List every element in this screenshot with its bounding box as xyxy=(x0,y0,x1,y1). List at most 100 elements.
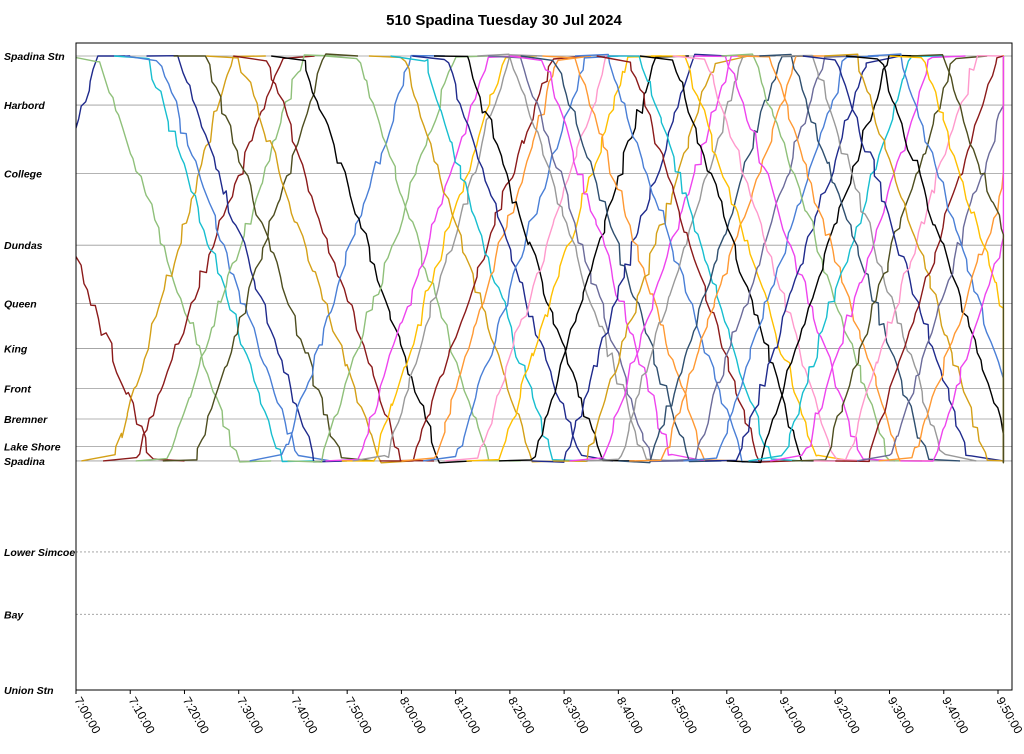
trip-trace xyxy=(173,55,375,462)
trip-trace xyxy=(672,55,868,462)
trip-trace xyxy=(509,55,706,462)
x-tick-label: 7:10:00 xyxy=(126,695,158,737)
x-tick-label: 7:00:00 xyxy=(71,695,103,737)
trip-trace xyxy=(607,55,803,462)
stop-label: Harbord xyxy=(4,100,45,112)
x-tick-label: 9:20:00 xyxy=(831,695,863,737)
trip-trace xyxy=(683,55,879,462)
stop-label: Union Stn xyxy=(4,685,54,697)
stop-label: College xyxy=(4,169,42,181)
x-tick-label: 9:10:00 xyxy=(776,695,808,737)
stop-label: Dundas xyxy=(4,240,43,252)
trip-trace xyxy=(531,53,727,463)
gridlines xyxy=(76,55,1012,615)
trip-trace xyxy=(325,55,521,462)
trip-trace xyxy=(498,55,689,462)
x-tick-label: 7:30:00 xyxy=(234,695,266,737)
x-tick-label: 8:30:00 xyxy=(560,695,592,737)
trip-trace xyxy=(412,55,614,462)
stop-label: Spadina xyxy=(4,456,45,468)
x-tick-label: 8:50:00 xyxy=(668,695,700,737)
x-tick-label: 7:40:00 xyxy=(288,695,320,737)
trip-trace xyxy=(444,54,641,462)
trip-trace xyxy=(661,55,858,462)
trip-trace xyxy=(146,55,348,463)
trip-trace xyxy=(287,55,489,463)
trip-trace xyxy=(233,55,435,462)
trip-trace xyxy=(368,55,565,463)
chart-title: 510 Spadina Tuesday 30 Jul 2024 xyxy=(386,12,622,29)
trip-trace xyxy=(249,54,445,462)
trip-trace xyxy=(737,55,933,462)
trip-trace xyxy=(639,55,836,462)
trip-trace xyxy=(423,55,619,462)
stop-label: Front xyxy=(4,383,31,395)
stop-label: Queen xyxy=(4,298,37,310)
trip-trace xyxy=(824,53,1004,462)
trip-trace xyxy=(553,55,749,462)
trip-trace xyxy=(759,53,961,462)
trip-trace xyxy=(802,55,1004,462)
stop-label: Bremner xyxy=(4,414,48,426)
stop-label: Spadina Stn xyxy=(4,51,65,63)
trip-trace xyxy=(813,55,1004,462)
stop-label: Lower Simcoe xyxy=(4,547,75,559)
trip-trace xyxy=(352,54,543,462)
trip-trace xyxy=(791,55,988,462)
trip-trace xyxy=(542,55,738,462)
trip-trace xyxy=(629,55,830,462)
trip-trace xyxy=(748,55,944,462)
x-tick-label: 7:50:00 xyxy=(343,695,375,737)
trip-trace xyxy=(721,53,923,462)
trip-trace xyxy=(835,55,1004,463)
trip-trace xyxy=(466,55,662,462)
trip-trace xyxy=(477,53,679,462)
time-axis-labels: 7:00:00 7:10:00 7:20:00 7:30:00 7:40:00 7:50:… xyxy=(71,690,1024,736)
trip-trace xyxy=(135,54,337,462)
trip-trace xyxy=(520,55,722,463)
trip-trace xyxy=(162,53,359,462)
trip-trace xyxy=(574,53,776,463)
x-tick-label: 9:50:00 xyxy=(993,695,1024,737)
trip-trace xyxy=(900,56,1005,462)
trip-trace xyxy=(694,55,896,462)
trip-trace xyxy=(401,55,592,462)
x-tick-label: 9:00:00 xyxy=(722,695,754,737)
trip-trace xyxy=(650,55,852,462)
plot-frame xyxy=(75,42,1013,691)
trip-trace xyxy=(596,55,792,463)
trip-trace xyxy=(856,56,1005,462)
x-tick-label: 8:20:00 xyxy=(505,695,537,737)
trip-trace xyxy=(271,55,472,464)
trip-trace xyxy=(781,54,977,462)
trip-trace xyxy=(889,55,1005,461)
trip-trace xyxy=(325,55,521,462)
trip-trace xyxy=(770,55,966,462)
trip-trace xyxy=(726,54,923,464)
trip-trace xyxy=(846,55,1005,463)
trip-trace xyxy=(103,55,315,462)
trip-trace xyxy=(705,55,901,462)
trip-trace xyxy=(379,55,586,462)
stop-labels: Spadina Stn Harbord College Dundas Queen King… xyxy=(4,51,75,697)
trip-trace xyxy=(81,55,266,462)
trip-trace xyxy=(113,55,315,463)
trip-traces xyxy=(76,53,1005,464)
x-tick-label: 8:40:00 xyxy=(614,695,646,737)
trip-trace xyxy=(206,55,413,464)
x-tick-label: 9:30:00 xyxy=(885,695,917,737)
stop-label: King xyxy=(4,343,28,355)
trip-trace xyxy=(911,54,1005,464)
x-tick-label: 8:00:00 xyxy=(397,695,429,737)
x-tick-label: 9:40:00 xyxy=(939,695,971,737)
trip-trace xyxy=(433,55,635,462)
x-tick-label: 7:20:00 xyxy=(180,695,212,737)
trip-trace xyxy=(488,55,684,463)
trip-trace xyxy=(878,55,1005,462)
trip-trace xyxy=(124,55,332,462)
stop-label: Lake Shore xyxy=(4,442,61,454)
trip-trace xyxy=(569,55,765,462)
trip-trace xyxy=(76,55,131,131)
trip-trace xyxy=(618,55,814,464)
